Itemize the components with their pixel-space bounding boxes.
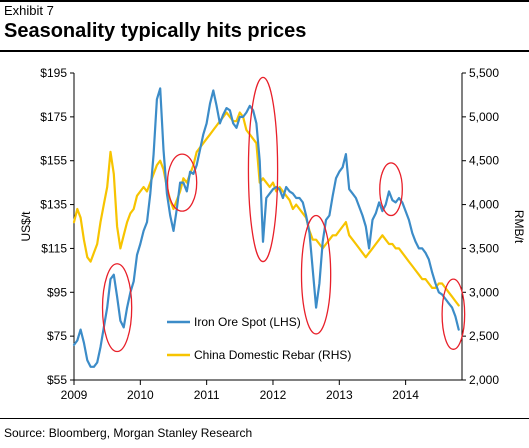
y-tick-label: $75 xyxy=(47,329,67,343)
footer-rule xyxy=(0,418,529,419)
highlight-circle xyxy=(247,76,279,263)
x-tick-label: 2013 xyxy=(326,388,353,402)
iron-ore-series-line xyxy=(72,87,460,368)
highlight-circle xyxy=(101,263,133,353)
y2-tick-label: 3,000 xyxy=(469,285,499,299)
y2-axis-title: RMB/t xyxy=(512,210,526,244)
y-axis-title: US$/t xyxy=(19,211,33,242)
rebar-series-line xyxy=(72,111,460,307)
y2-tick-label: 2,500 xyxy=(469,329,499,343)
highlight-circle xyxy=(300,214,332,335)
x-tick-label: 2014 xyxy=(392,388,419,402)
chart-axes: $55 $75 $95 $115 $135 $155 $175 $195 2,000 2,500 3… xyxy=(19,66,526,402)
y-tick-label: $175 xyxy=(40,110,67,124)
x-tick-label: 2011 xyxy=(194,388,220,402)
y-tick-label: $195 xyxy=(40,66,67,80)
chart-series xyxy=(72,87,460,368)
y2-tick-label: 3,500 xyxy=(469,241,499,255)
x-tick-label: 2010 xyxy=(127,388,154,402)
y2-tick-label: 2,000 xyxy=(469,373,499,387)
y-tick-label: $115 xyxy=(41,241,67,255)
y2-tick-label: 5,000 xyxy=(469,110,499,124)
highlight-circle xyxy=(166,153,198,212)
y-tick-label: $155 xyxy=(40,154,67,168)
exhibit-label: Exhibit 7 xyxy=(4,3,54,18)
legend-label-iron-ore: Iron Ore Spot (LHS) xyxy=(194,315,301,329)
y2-tick-label: 4,500 xyxy=(469,154,499,168)
highlight-circle xyxy=(379,162,403,217)
y-tick-label: $135 xyxy=(40,198,67,212)
x-tick-label: 2012 xyxy=(260,388,287,402)
chart-title: Seasonality typically hits prices xyxy=(4,20,307,42)
chart-legend: Iron Ore Spot (LHS) China Domestic Rebar … xyxy=(167,315,351,362)
source-note: Source: Bloomberg, Morgan Stanley Resear… xyxy=(4,426,253,440)
y2-tick-label: 4,000 xyxy=(469,198,499,212)
highlight-circle xyxy=(441,278,466,350)
y2-tick-label: 5,500 xyxy=(469,66,499,80)
y-tick-label: $55 xyxy=(47,373,67,387)
x-tick-label: 2009 xyxy=(61,388,88,402)
y-tick-label: $95 xyxy=(47,285,67,299)
title-rule xyxy=(0,50,529,52)
highlight-circles xyxy=(101,76,466,353)
legend-label-rebar: China Domestic Rebar (RHS) xyxy=(194,348,351,362)
top-border xyxy=(0,0,529,2)
